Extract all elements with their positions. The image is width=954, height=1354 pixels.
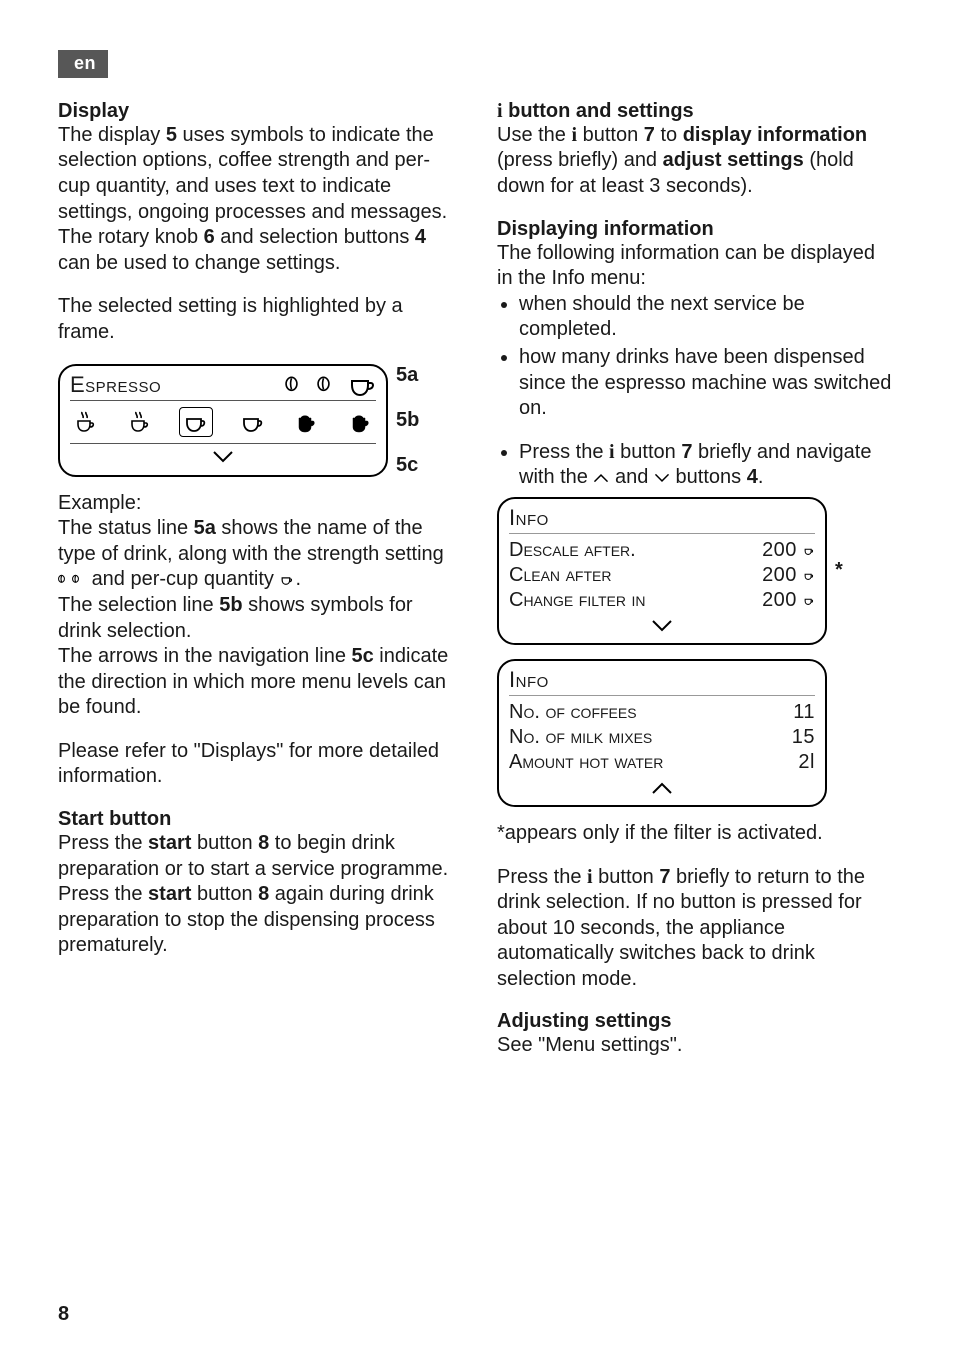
info-row-value: 200 [762,563,815,588]
bean-icon [316,373,344,399]
chevron-down-icon [654,472,670,484]
info-row-label: No. of milk mixes [509,725,652,750]
info-bullets: when should the next service be complete… [497,292,896,422]
return-para: Press the i button 7 briefly to return t… [497,865,896,993]
info-row-value: 11 [793,700,815,725]
bullet-navigate: Press the i button 7 briefly and navigat… [519,440,896,491]
chevron-down-icon [70,444,376,468]
navigate-bullet: Press the i button 7 briefly and navigat… [497,440,896,491]
strength-and-cup-icons [284,373,376,399]
info-box-2: Info No. of coffees 11 No. of milk mixes 1… [497,659,896,807]
adjusting-para: See "Menu settings". [497,1033,896,1059]
bullet-drinks: how many drinks have been dispensed sinc… [519,345,896,422]
example-p4: Please refer to "Displays" for more deta… [58,739,457,790]
info-row-label: Descale after. [509,538,636,563]
page-number: 8 [58,1303,69,1326]
display-heading: Display [58,100,457,123]
cup-icon [348,373,376,399]
cup-icon [279,573,295,587]
example-p3: The arrows in the navigation line 5c ind… [58,644,457,721]
info-row-label: Amount hot water [509,750,663,775]
info-side-star: * [835,497,843,645]
lcd-espresso: Espresso [58,364,457,477]
label-5b: 5b [396,409,419,432]
start-button-para: Press the start button 8 to begin drink … [58,831,457,959]
example-heading: Example: [58,491,457,517]
bean-icon [284,373,312,399]
info-title: Info [509,667,815,696]
displaying-info-para: The following information can be display… [497,241,896,292]
info-row-label: Clean after [509,563,611,588]
small-cup-steam-icon [126,409,154,435]
label-5c: 5c [396,454,419,477]
j-button-heading: i button and settings [497,100,896,123]
chevron-up-icon [593,472,609,484]
adjusting-heading: Adjusting settings [497,1010,896,1033]
chevron-down-icon [509,613,815,637]
info-row-value: 200 [762,588,815,613]
info-row-value: 15 [792,725,815,750]
lcd-espresso-title: Espresso [70,372,161,398]
lcd-side-labels: 5a 5b 5c [396,364,419,477]
cup-outline-icon [239,409,267,435]
bullet-service: when should the next service be complete… [519,292,896,343]
info-box-1: Info Descale after. 200 Clean after 200 Ch… [497,497,896,645]
asterisk: * [835,559,843,582]
start-button-heading: Start button [58,808,457,831]
language-tag: en [58,50,108,78]
info-row-value: 200 [762,538,815,563]
chevron-up-icon [509,775,815,799]
example-p1: The status line 5a shows the name of the… [58,516,457,593]
bean-icon [72,573,86,587]
info-title: Info [509,505,815,534]
display-para-1: The display 5 uses symbols to indicate t… [58,123,457,277]
example-p2: The selection line 5b shows symbols for … [58,593,457,644]
display-para-2: The selected setting is highlighted by a… [58,294,457,345]
info-row-label: Change filter in [509,588,646,613]
mug-lid-icon [346,409,374,435]
info-row-label: No. of coffees [509,700,637,725]
label-5a: 5a [396,364,419,387]
lcd-drink-row [70,400,376,444]
cup-outline-icon [182,409,210,435]
left-column: Display The display 5 uses symbols to in… [58,100,457,1059]
j-button-para: Use the i button 7 to display informatio… [497,123,896,200]
bean-icon [58,573,72,587]
info-row-value: 2l [798,750,815,775]
small-cup-steam-icon [72,409,100,435]
mug-lid-icon [292,409,320,435]
displaying-info-heading: Displaying information [497,218,896,241]
footnote: *appears only if the filter is activated… [497,821,896,847]
right-column: i button and settings Use the i button 7… [497,100,896,1059]
